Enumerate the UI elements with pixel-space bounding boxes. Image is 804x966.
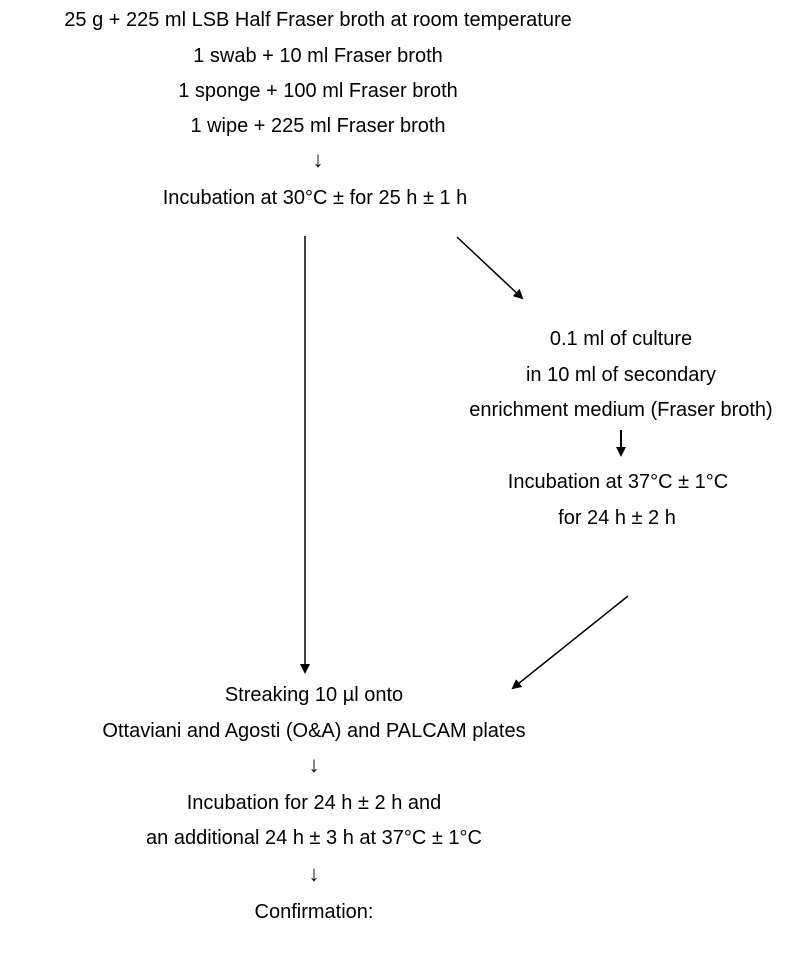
secondary-enrichment-line-2: in 10 ml of secondary	[525, 364, 717, 386]
confirmation-label: Confirmation:	[254, 901, 374, 923]
sample-prep-line-4: 1 wipe + 225 ml Fraser broth	[190, 115, 446, 137]
streaking-line-2: Ottaviani and Agosti (O&A) and PALCAM pl…	[102, 720, 526, 742]
secondary-incubation-line-1: Incubation at 37°C ± 1°C	[507, 471, 729, 493]
sample-prep-line-2: 1 swab + 10 ml Fraser broth	[193, 45, 443, 67]
secondary-enrichment-line-1: 0.1 ml of culture	[549, 328, 693, 350]
sample-prep-line-1: 25 g + 225 ml LSB Half Fraser broth at r…	[64, 9, 572, 31]
plate-incubation-line-2: an additional 24 h ± 3 h at 37°C ± 1°C	[146, 827, 482, 849]
primary-incubation: Incubation at 30°C ± for 25 h ± 1 h	[162, 187, 468, 209]
streaking-line-1: Streaking 10 µl onto	[224, 684, 404, 706]
plate-incubation-line-1: Incubation for 24 h ± 2 h and	[186, 792, 442, 814]
down-arrow-icon: ↓	[308, 861, 320, 886]
sample-prep-line-3: 1 sponge + 100 ml Fraser broth	[178, 80, 458, 102]
secondary-incubation-line-2: for 24 h ± 2 h	[558, 507, 676, 529]
diagonal-arrow-to-secondary	[456, 236, 524, 300]
down-arrow-icon: ↓	[312, 147, 324, 172]
down-arrow-icon: ↓	[308, 752, 320, 777]
diagonal-arrow-to-streaking	[511, 595, 629, 690]
secondary-enrichment-line-3: enrichment medium (Fraser broth)	[469, 399, 773, 421]
